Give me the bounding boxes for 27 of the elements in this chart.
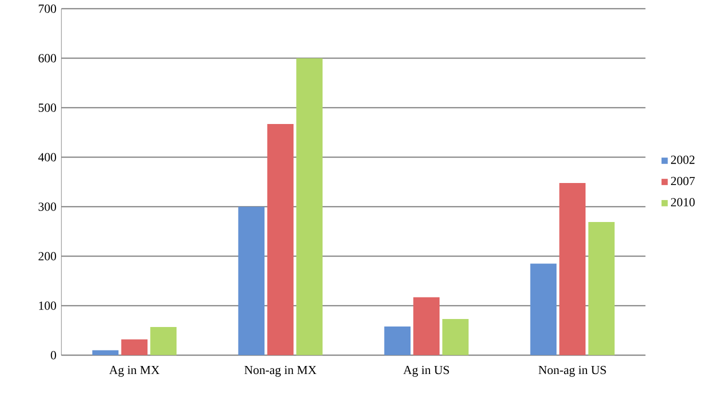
legend-label: 2007 (671, 177, 695, 186)
y-tick-label: 400 (38, 153, 56, 162)
bar (296, 58, 323, 356)
bar (150, 327, 177, 356)
bar (413, 297, 440, 356)
bar (121, 340, 148, 356)
y-tick-label: 600 (38, 54, 56, 63)
bar (238, 206, 265, 356)
y-tick-label: 0 (50, 351, 56, 360)
x-tick-label: Non-ag in US (538, 366, 606, 377)
y-tick-label: 200 (38, 252, 56, 261)
bar (530, 264, 557, 356)
x-tick-label: Ag in US (403, 366, 449, 377)
x-tick-label: Ag in MX (109, 366, 160, 377)
y-tick-label: 300 (38, 202, 56, 212)
legend-label: 2010 (671, 198, 695, 207)
bar (384, 326, 411, 356)
y-tick-label: 700 (38, 4, 56, 14)
bar (442, 319, 469, 356)
y-tick-label: 100 (39, 302, 56, 310)
bar (559, 183, 586, 356)
bar (267, 124, 294, 356)
x-tick-label: Non-ag in MX (244, 366, 316, 377)
legend-label: 2002 (671, 156, 694, 164)
y-tick-label: 500 (38, 104, 56, 112)
bar (92, 350, 119, 356)
bar (588, 222, 615, 356)
